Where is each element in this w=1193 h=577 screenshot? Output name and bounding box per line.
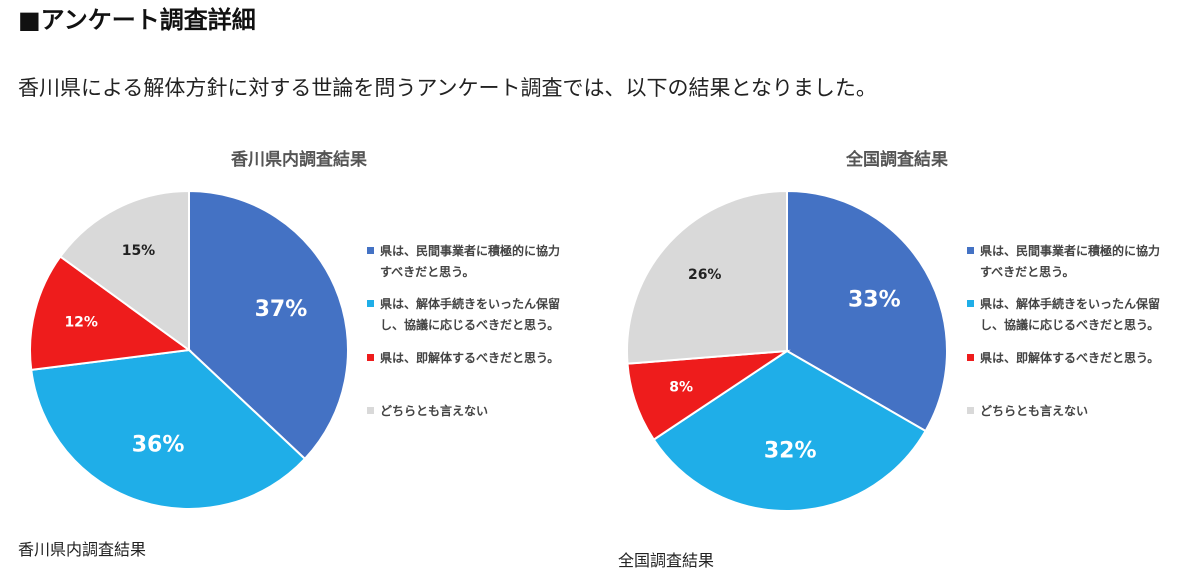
pie-slice-3 (29, 255, 192, 372)
chart-title: 全国調査結果 (845, 149, 948, 170)
legend-swatch-3 (367, 354, 374, 361)
legend-label-2: 県は、解体手続きをいったん保留 (980, 296, 1160, 311)
legend-label-4: どちらとも言えない (980, 403, 1088, 418)
legend-label-2: し、協議に応じるべきだと思う。 (980, 317, 1159, 332)
chart-title: 香川県内調査結果 (231, 149, 367, 170)
pie-slice-4 (58, 189, 190, 352)
pie-slice-1 (188, 189, 349, 461)
pie-slice-1 (786, 189, 948, 433)
pie-slice-2 (652, 349, 927, 512)
slice-label-1: 37% (255, 297, 308, 322)
caption-national: 全国調査結果 (618, 551, 715, 570)
slice-label-4: 15% (122, 243, 156, 259)
legend-swatch-2 (367, 300, 374, 307)
legend-swatch-1 (367, 247, 374, 254)
legend-label-1: 県は、民間事業者に積極的に協力 (980, 243, 1160, 258)
legend-label-3: 県は、即解体するべきだと思う。 (980, 350, 1159, 365)
legend-label-2: し、協議に応じるべきだと思う。 (380, 317, 559, 332)
legend-swatch-2 (967, 300, 974, 307)
intro-text: 香川県による解体方針に対する世論を問うアンケート調査では、以下の結果となりました… (18, 76, 877, 100)
legend-label-1: 県は、民間事業者に積極的に協力 (380, 243, 560, 258)
pie-slice-2 (30, 348, 307, 510)
pie-chart-national: 全国調査結果 33% 32% 8% 26% 県は、民間事業者に積極的に協力すべきだと思う。… (626, 149, 1160, 512)
legend-label-1: すべきだと思う。 (380, 265, 474, 279)
slice-label-2: 36% (132, 432, 185, 457)
legend-swatch-4 (367, 407, 374, 414)
legend-label-3: 県は、即解体するべきだと思う。 (380, 350, 559, 365)
slice-label-1: 33% (848, 288, 901, 313)
legend-label-4: どちらとも言えない (380, 403, 488, 418)
caption-prefecture: 香川県内調査結果 (18, 540, 147, 559)
pie-slice-4 (626, 189, 788, 365)
legend-label-2: 県は、解体手続きをいったん保留 (380, 296, 560, 311)
legend-label-1: すべきだと思う。 (980, 265, 1074, 279)
legend-swatch-4 (967, 407, 974, 414)
pie-chart-prefecture: 香川県内調査結果 37% 36% 12% 15% 県は、民間事業者に積極的に協力すべきだと… (29, 149, 560, 510)
page-heading: ■アンケート調査詳細 (18, 6, 256, 34)
slice-label-2: 32% (764, 439, 817, 464)
slice-label-3: 12% (64, 314, 98, 330)
legend-swatch-3 (967, 354, 974, 361)
slice-label-3: 8% (669, 380, 693, 396)
slice-label-4: 26% (688, 267, 722, 283)
legend-swatch-1 (967, 247, 974, 254)
